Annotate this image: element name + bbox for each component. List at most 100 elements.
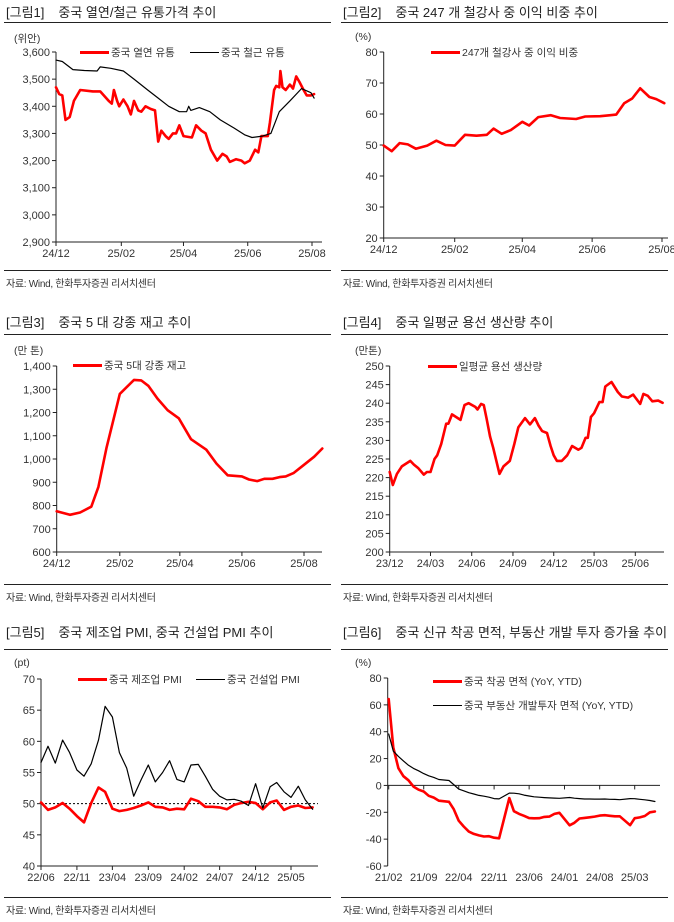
figure-1-panel: [그림1] 중국 열연/철근 유통가격 추이 (위안) 자료: Wind, 한화투… <box>0 0 337 300</box>
figure-3-title: [그림3] 중국 5 대 강종 재고 추이 <box>6 312 191 331</box>
x-tick-label: 24/12 <box>43 558 71 570</box>
y-tick-label: 205 <box>365 528 383 540</box>
x-tick-label: 25/04 <box>509 244 537 256</box>
y-unit-label: (위안) <box>14 33 41 45</box>
title-divider <box>4 649 331 650</box>
legend-swatch <box>431 51 460 54</box>
y-tick-label: 2,900 <box>22 237 50 249</box>
legend-swatch <box>196 679 225 680</box>
legend-label: 중국 제조업 PMI <box>109 674 182 686</box>
x-tick-label: 22/11 <box>481 872 508 884</box>
chart-title: 중국 247 개 철강사 중 이익 비중 추이 <box>395 5 598 20</box>
y-tick-label: 3,000 <box>22 210 50 222</box>
series-line-1 <box>39 786 314 824</box>
y-tick-label: 55 <box>23 768 35 780</box>
source-note: 자료: Wind, 한화투자증권 리서치센터 <box>343 279 493 290</box>
x-tick-label: 24/07 <box>206 872 234 884</box>
series-line-1 <box>55 378 324 517</box>
y-tick-label: 40 <box>365 171 377 183</box>
x-tick-label: 23/12 <box>376 558 404 570</box>
y-tick-label: 240 <box>365 398 383 410</box>
figure-number: [그림5] <box>6 625 45 640</box>
x-tick-label: 25/08 <box>290 558 318 570</box>
series-line-2 <box>55 59 315 139</box>
x-tick-label: 24/12 <box>242 872 270 884</box>
legend-label: 중국 5대 강종 재고 <box>104 360 187 372</box>
legend-item: 중국 열연 유통 <box>80 45 175 60</box>
chart-title: 중국 제조업 PMI, 중국 건설업 PMI 추이 <box>58 625 274 640</box>
figure-3-panel: [그림3] 중국 5 대 강종 재고 추이 (만 톤) 자료: Wind, 한화투… <box>0 310 337 610</box>
legend-swatch <box>433 705 462 706</box>
legend-item: 중국 부동산 개발투자 면적 (YoY, YTD) <box>433 698 633 713</box>
x-tick-label: 25/02 <box>106 558 134 570</box>
title-divider <box>341 649 668 650</box>
source-divider <box>4 270 331 271</box>
y-tick-label: 215 <box>365 491 383 503</box>
x-tick-label: 21/09 <box>410 872 438 884</box>
y-tick-label: 700 <box>32 524 50 536</box>
x-tick-label: 23/04 <box>99 872 127 884</box>
x-tick-label: 24/02 <box>170 872 198 884</box>
y-tick-label: 60 <box>23 736 35 748</box>
x-tick-label: 25/05 <box>277 872 305 884</box>
y-tick-label: 65 <box>23 705 35 717</box>
y-unit-label: (만톤) <box>355 345 382 357</box>
x-tick-label: 24/09 <box>499 558 527 570</box>
source-note: 자료: Wind, 한화투자증권 리서치센터 <box>6 279 156 290</box>
x-tick-label: 25/03 <box>621 872 649 884</box>
y-tick-label: 3,400 <box>22 101 50 113</box>
source-note: 자료: Wind, 한화투자증권 리서치센터 <box>6 906 156 917</box>
y-tick-label: 50 <box>365 140 377 152</box>
y-tick-label: 250 <box>365 361 383 373</box>
y-tick-label: 3,300 <box>22 128 50 140</box>
legend-swatch <box>190 52 219 53</box>
figure-number: [그림2] <box>343 5 382 20</box>
figure-2-title: [그림2] 중국 247 개 철강사 중 이익 비중 추이 <box>343 2 598 21</box>
source-note: 자료: Wind, 한화투자증권 리서치센터 <box>343 906 493 917</box>
x-tick-label: 25/06 <box>228 558 256 570</box>
x-tick-label: 24/06 <box>458 558 486 570</box>
y-tick-label: 3,200 <box>22 156 50 168</box>
y-tick-label: 60 <box>365 109 377 121</box>
series-line-1 <box>388 380 664 487</box>
legend-label: 중국 철근 유통 <box>221 47 285 59</box>
y-tick-label: 3,500 <box>22 74 50 86</box>
legend-swatch <box>80 51 109 54</box>
y-tick-label: 1,100 <box>23 431 51 443</box>
y-tick-label: 30 <box>365 202 377 214</box>
legend-swatch <box>73 364 102 367</box>
series-line-1 <box>382 87 666 153</box>
source-divider <box>341 584 668 585</box>
y-tick-label: -60 <box>366 861 382 873</box>
y-unit-label: (%) <box>355 31 372 43</box>
x-tick-label: 25/08 <box>298 248 326 260</box>
x-tick-label: 23/09 <box>135 872 163 884</box>
x-tick-label: 25/06 <box>622 558 650 570</box>
chart-title: 중국 5 대 강종 재고 추이 <box>58 315 192 330</box>
x-tick-label: 24/01 <box>551 872 579 884</box>
y-tick-label: -20 <box>366 807 382 819</box>
legend-swatch <box>433 680 462 683</box>
series-line-1 <box>54 69 316 165</box>
source-divider <box>341 897 668 898</box>
y-tick-label: 0 <box>376 780 382 792</box>
title-divider <box>4 22 331 23</box>
legend-item: 중국 5대 강종 재고 <box>73 358 186 373</box>
y-tick-label: 200 <box>365 547 383 559</box>
y-unit-label: (pt) <box>14 657 30 669</box>
y-tick-label: 225 <box>365 454 383 466</box>
y-tick-label: 20 <box>365 233 377 245</box>
legend-label: 중국 착공 면적 (YoY, YTD) <box>464 676 582 688</box>
y-tick-label: 20 <box>369 754 381 766</box>
y-tick-label: 800 <box>32 501 50 513</box>
figure-number: [그림6] <box>343 625 382 640</box>
legend-item: 247개 철강사 중 이익 비중 <box>431 45 578 60</box>
legend-item: 중국 철근 유통 <box>190 45 285 60</box>
x-tick-label: 22/04 <box>445 872 473 884</box>
y-tick-label: 40 <box>369 727 381 739</box>
legend-item: 일평균 용선 생산량 <box>428 359 542 374</box>
y-tick-label: 70 <box>365 78 377 90</box>
legend-label: 중국 건설업 PMI <box>227 674 300 686</box>
chart-title: 중국 열연/철근 유통가격 추이 <box>58 5 217 20</box>
